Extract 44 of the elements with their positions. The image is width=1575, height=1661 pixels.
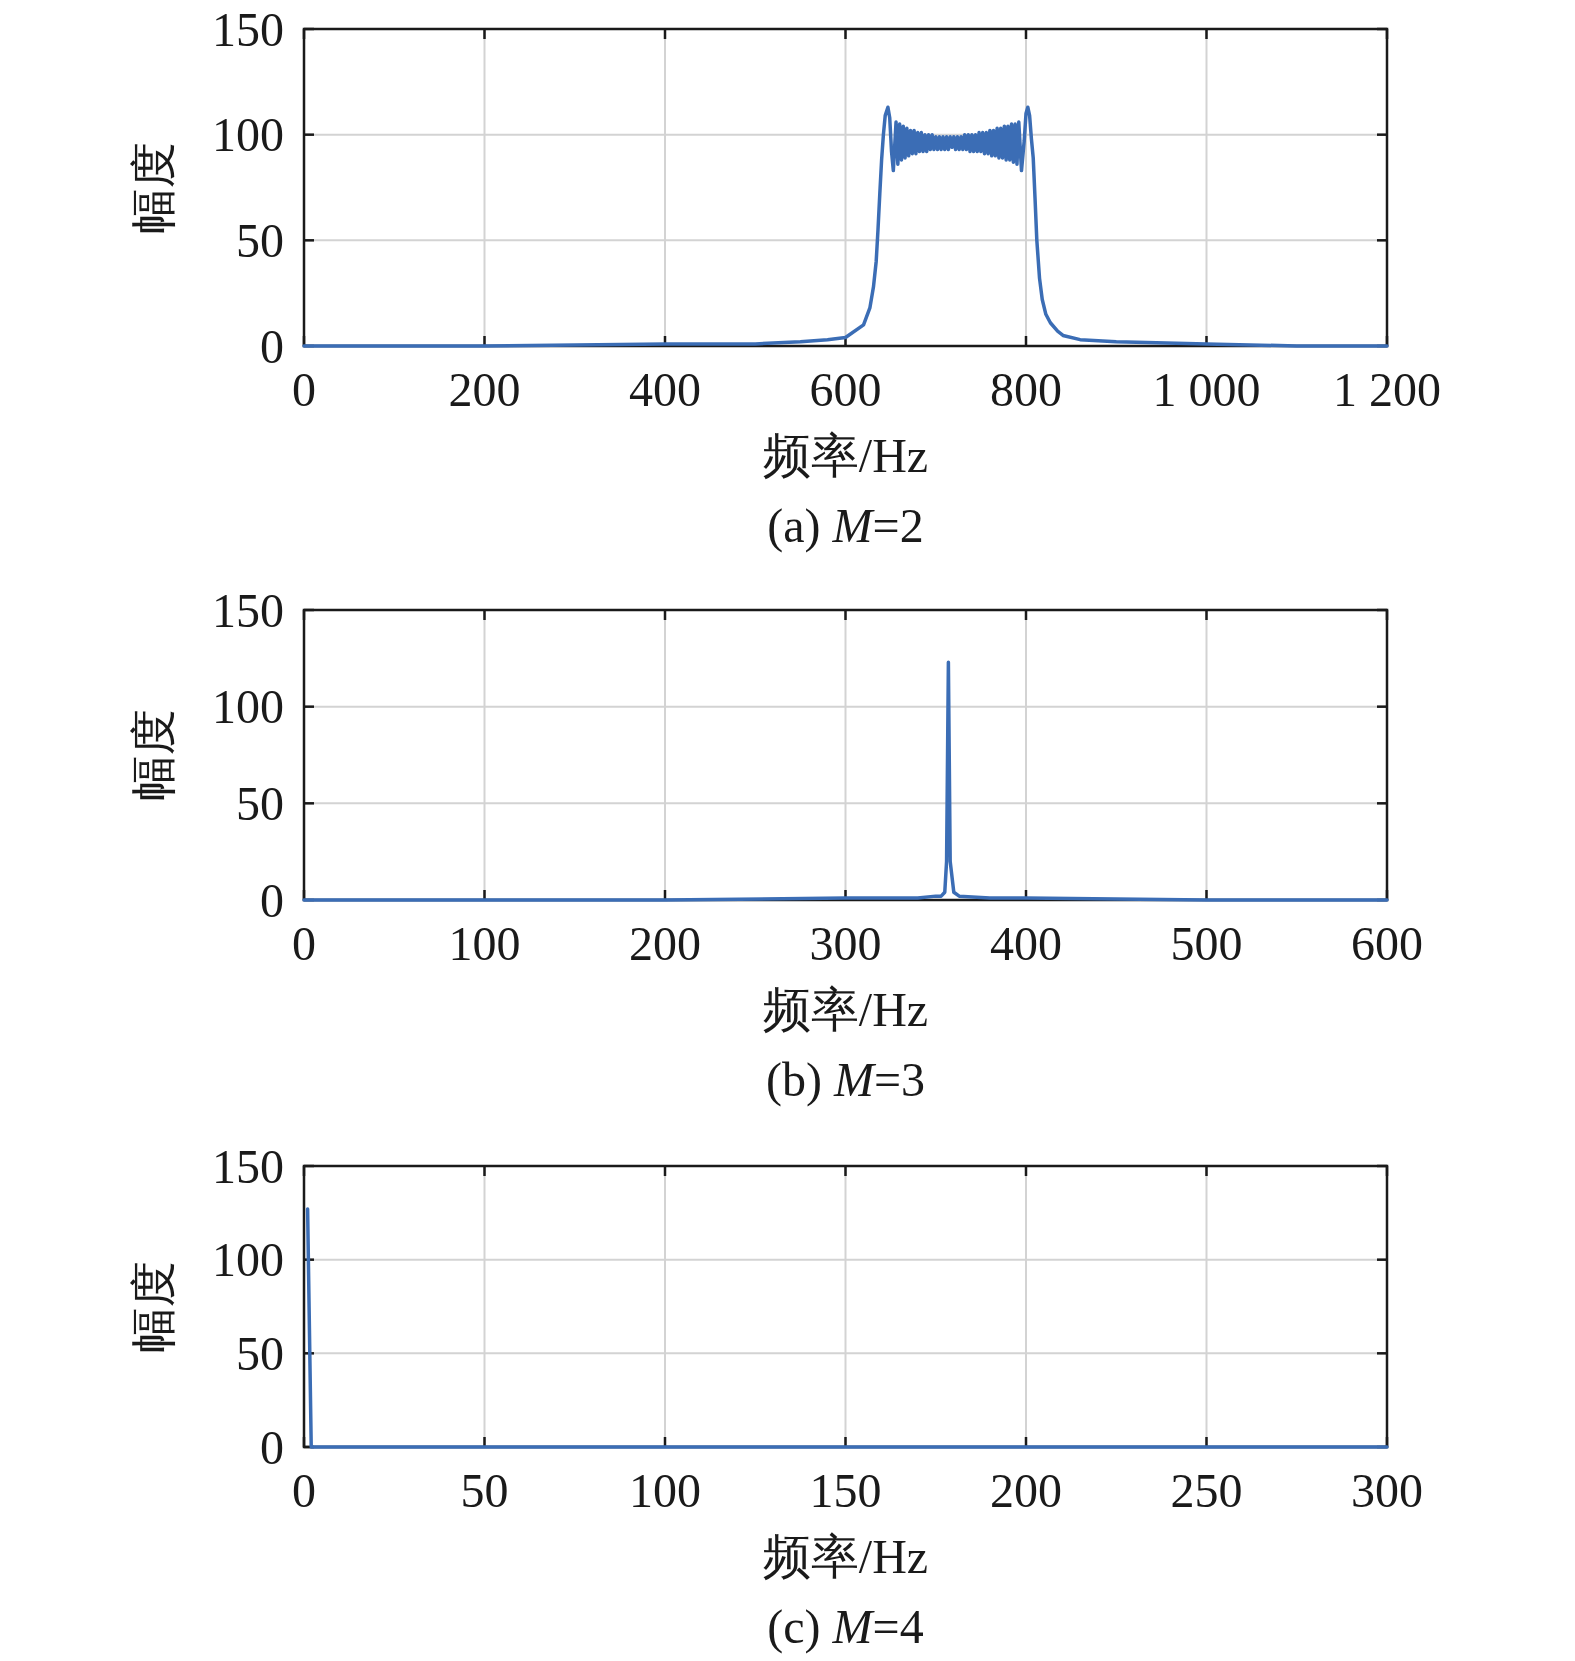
y-tick-label: 100: [212, 1233, 284, 1287]
x-axis-title: 频率/Hz: [762, 983, 929, 1036]
y-axis-title: 幅度: [128, 1260, 180, 1353]
x-tick-label: 0: [292, 363, 316, 416]
x-tick-label: 600: [809, 363, 882, 416]
x-tick-label: 200: [448, 363, 521, 416]
line-series: [302, 660, 1389, 902]
y-axis-title: 幅度: [128, 141, 180, 234]
x-tick-label: 200: [990, 1464, 1062, 1517]
x-tick-label: 0: [292, 1464, 316, 1517]
text: (b) M=3: [765, 1053, 926, 1107]
y-tick-label: 0: [260, 319, 284, 373]
y-tick-label: 150: [212, 1139, 284, 1193]
y-tick-label: 150: [212, 583, 284, 637]
x-tick-label: 600: [1351, 917, 1423, 970]
y-tick-label: 0: [260, 1420, 284, 1474]
line-series: [302, 105, 1389, 348]
x-tick-label: 250: [1170, 1464, 1243, 1517]
y-tick-label: 50: [236, 777, 284, 831]
x-tick-label: 0: [292, 917, 316, 970]
x-tick-label: 800: [990, 363, 1062, 416]
x-tick-label: 400: [629, 363, 701, 416]
x-tick-label: 100: [448, 917, 521, 970]
y-tick-label: 50: [236, 214, 284, 268]
text: (c) M=4: [767, 1600, 924, 1654]
x-tick-label: 300: [1351, 1464, 1423, 1517]
y-tick-label: 100: [212, 108, 284, 162]
y-tick-label: 100: [212, 680, 284, 734]
y-axis-title: 幅度: [128, 709, 180, 801]
x-axis-title: 频率/Hz: [762, 1530, 929, 1583]
x-tick-label: 150: [809, 1464, 882, 1517]
x-tick-label: 300: [809, 917, 882, 970]
x-tick-label: 50: [460, 1464, 509, 1517]
x-axis-title: 频率/Hz: [762, 429, 929, 482]
x-tick-label: 500: [1170, 917, 1243, 970]
y-tick-label: 50: [236, 1327, 284, 1381]
x-tick-label: 100: [629, 1464, 701, 1517]
y-tick-label: 0: [260, 873, 284, 927]
y-tick-label: 150: [212, 2, 284, 56]
text: (a) M=2: [767, 499, 924, 553]
x-tick-label: 1 000: [1152, 363, 1261, 416]
x-tick-label: 1 200: [1333, 363, 1441, 416]
x-tick-label: 200: [629, 917, 701, 970]
x-tick-label: 400: [990, 917, 1062, 970]
